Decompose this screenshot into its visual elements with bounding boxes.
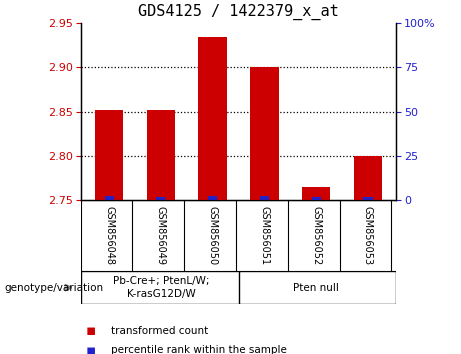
Title: GDS4125 / 1422379_x_at: GDS4125 / 1422379_x_at	[138, 4, 339, 20]
Text: transformed count: transformed count	[111, 326, 208, 336]
Text: Pten null: Pten null	[293, 282, 339, 293]
Bar	[312, 197, 321, 200]
Text: GSM856050: GSM856050	[208, 206, 218, 265]
Bar	[147, 110, 175, 200]
Bar	[198, 37, 227, 200]
Text: GSM856053: GSM856053	[363, 206, 373, 265]
Bar	[250, 67, 279, 200]
Bar	[208, 195, 217, 200]
Text: genotype/variation: genotype/variation	[5, 282, 104, 293]
Text: ▪: ▪	[85, 324, 96, 338]
Text: GSM856048: GSM856048	[104, 206, 114, 265]
Text: GSM856049: GSM856049	[156, 206, 166, 265]
Text: GSM856051: GSM856051	[260, 206, 269, 265]
Bar	[260, 195, 269, 200]
Bar	[156, 197, 165, 200]
Bar	[354, 156, 382, 200]
Bar	[302, 187, 331, 200]
Text: Pb-Cre+; PtenL/W;
K-rasG12D/W: Pb-Cre+; PtenL/W; K-rasG12D/W	[112, 276, 209, 299]
Bar	[363, 197, 372, 200]
Text: percentile rank within the sample: percentile rank within the sample	[111, 346, 287, 354]
Bar	[95, 110, 124, 200]
Text: GSM856052: GSM856052	[311, 206, 321, 265]
Text: ▪: ▪	[85, 343, 96, 354]
Bar	[105, 196, 114, 200]
